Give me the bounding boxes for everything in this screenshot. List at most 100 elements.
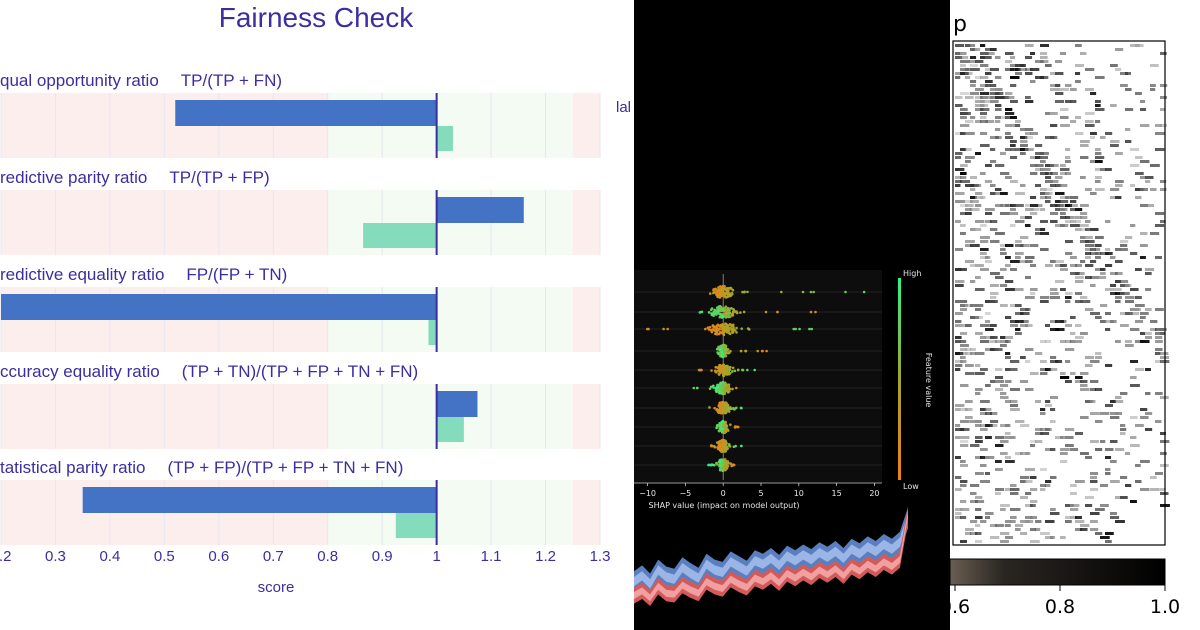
heatmap-cell (1010, 140, 1017, 143)
heatmap-cell (1000, 508, 1006, 511)
heatmap-cell (990, 100, 999, 103)
heatmap-cell (1015, 192, 1025, 195)
x-tick-label: −5 (679, 489, 691, 498)
heatmap-cell (1105, 168, 1112, 171)
heatmap-cell (1050, 476, 1057, 479)
heatmap-cell (1050, 512, 1060, 515)
heatmap-cell (1010, 68, 1019, 71)
heatmap-cell (995, 108, 1002, 111)
shap-point (717, 372, 721, 376)
heatmap-cell (1110, 188, 1120, 191)
heatmap-cell (995, 188, 1002, 191)
shap-point (724, 352, 727, 355)
colorbar-tick-label: 0.8 (1045, 596, 1075, 618)
heatmap-cell (1065, 300, 1071, 303)
shap-point (712, 291, 715, 295)
heatmap-cell (1025, 72, 1033, 75)
heatmap-cell (1050, 204, 1058, 207)
heatmap-cell (1065, 216, 1074, 219)
shap-point (708, 292, 712, 295)
heatmap-cell (1025, 136, 1034, 139)
heatmap-cell (1055, 200, 1061, 203)
heatmap-cell (1095, 108, 1105, 111)
heatmap-cell (1090, 248, 1096, 251)
shap-point (794, 327, 797, 331)
heatmap-cell (1140, 316, 1146, 319)
heatmap-cell (1045, 484, 1051, 487)
heatmap-cell (1065, 84, 1072, 87)
heatmap-cell (1025, 516, 1033, 519)
heatmap-cell (1015, 220, 1025, 223)
heatmap-cell (960, 72, 969, 75)
heatmap-cell (1130, 360, 1139, 363)
x-tick-label: 0.9 (372, 548, 393, 565)
shap-point (721, 463, 725, 466)
heatmap-cell (1025, 348, 1034, 351)
heatmap-cell (1065, 324, 1073, 327)
heatmap-cell (985, 300, 995, 303)
shap-point (731, 406, 735, 410)
shap-point (712, 328, 715, 332)
shap-point (718, 352, 722, 356)
shap-point (647, 327, 650, 331)
shap-point (716, 385, 720, 389)
shap-point (724, 385, 728, 388)
heatmap-cell (1065, 252, 1073, 255)
heatmap-cell (1035, 428, 1043, 431)
heatmap-cell (1050, 172, 1058, 175)
heatmap-cell (1055, 260, 1064, 263)
heatmap-cell (1055, 72, 1064, 75)
heatmap-cell (1135, 340, 1145, 343)
heatmap-cell (1030, 444, 1036, 447)
shap-point (862, 290, 866, 294)
heatmap-cell (1065, 444, 1074, 447)
metric-formula: (TP + TN)/(TP + FP + TN + FN) (182, 362, 418, 381)
heatmap-cell (1110, 292, 1117, 295)
heatmap-cell (995, 524, 1005, 527)
heatmap-cell (1010, 368, 1018, 371)
heatmap-cell (1115, 448, 1125, 451)
shap-point (726, 406, 730, 409)
heatmap-cell (985, 312, 991, 315)
heatmap-cell (955, 200, 965, 203)
heatmap-cell (1105, 456, 1112, 459)
heatmap-cell (1005, 488, 1011, 491)
shap-point (696, 386, 699, 390)
heatmap-cell (1100, 252, 1109, 255)
heatmap-cell (1110, 320, 1117, 323)
heatmap-cell (1105, 320, 1114, 323)
heatmap-cell (1030, 68, 1040, 71)
heatmap-cell (1075, 220, 1081, 223)
heatmap-cell (960, 500, 967, 503)
metric-formula: FP/(FP + TN) (186, 265, 287, 284)
heatmap-cell (1130, 328, 1140, 331)
heatmap-cell (1030, 440, 1037, 443)
shap-point (718, 330, 722, 334)
heatmap-cell (1095, 120, 1101, 123)
heatmap-cell (1075, 216, 1083, 219)
heatmap-cell (1015, 288, 1024, 291)
shap-point (724, 295, 728, 299)
heatmap-cell (1015, 252, 1024, 255)
heatmap-cell (1140, 244, 1148, 247)
heatmap-cell (1030, 500, 1038, 503)
heatmap-cell (1045, 368, 1052, 371)
heatmap-cell (995, 104, 1002, 107)
heatmap-cell (980, 520, 987, 523)
heatmap-cell (1030, 516, 1038, 519)
heatmap-cell (1100, 276, 1107, 279)
heatmap-cell (990, 68, 999, 71)
heatmap-chart: p 0.6 0.8 1.0 (950, 12, 1180, 618)
heatmap-cell (1080, 296, 1088, 299)
heatmap-cell (1000, 172, 1010, 175)
heatmap-cell (1115, 340, 1121, 343)
shap-point (721, 403, 724, 406)
shap-point (719, 384, 723, 387)
heatmap-cell (1055, 264, 1065, 267)
shap-point (720, 326, 724, 329)
heatmap-cell (985, 516, 991, 519)
red-band-inner (634, 510, 908, 602)
heatmap-cell (980, 400, 990, 403)
heatmap-cell (1005, 256, 1011, 259)
heatmap-cell (985, 100, 991, 103)
